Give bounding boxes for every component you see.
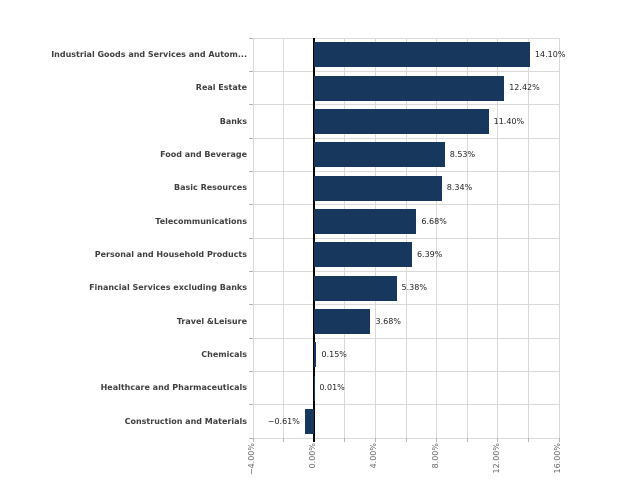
bar <box>314 42 530 68</box>
axis-tick-left <box>249 270 253 272</box>
x-axis-tick-label: 8.00% <box>430 443 440 469</box>
axis-tick-left <box>249 104 253 106</box>
value-label: 14.10% <box>534 50 566 60</box>
value-label: 6.39% <box>416 250 443 260</box>
gridline-horizontal <box>253 304 559 306</box>
axis-tick-bottom <box>497 438 499 442</box>
axis-tick-bottom <box>558 438 560 442</box>
axis-tick-left <box>249 304 253 306</box>
category-label: Construction and Materials <box>124 416 247 426</box>
axis-tick-bottom <box>527 438 529 442</box>
value-label: −0.61% <box>267 416 300 426</box>
axis-tick-bottom <box>405 438 407 442</box>
x-axis-tick-label: −4.00% <box>247 443 256 476</box>
value-label: 6.68% <box>421 216 447 226</box>
x-axis-tick-label: 16.00% <box>553 443 562 474</box>
bar <box>314 175 442 201</box>
bar <box>314 75 505 101</box>
gridline-horizontal <box>253 370 559 372</box>
axis-tick-left <box>249 137 253 139</box>
category-label: Telecommunications <box>155 216 247 226</box>
category-label: Industrial Goods and Services and Autom.… <box>51 50 247 60</box>
axis-tick-bottom <box>466 438 468 442</box>
axis-tick-left <box>249 237 253 239</box>
gridline-horizontal <box>253 104 559 106</box>
gridline-horizontal <box>253 137 559 139</box>
axis-tick-bottom <box>374 438 376 442</box>
gridline-horizontal <box>253 37 559 39</box>
axis-tick-left <box>249 37 253 39</box>
bar <box>314 308 371 334</box>
bar <box>314 108 489 134</box>
gridline-horizontal <box>253 170 559 172</box>
value-label: 5.38% <box>401 283 427 293</box>
category-label: Banks <box>219 116 247 126</box>
category-label: Real Estate <box>195 83 247 93</box>
value-label: 8.34% <box>446 183 473 193</box>
value-label: 8.53% <box>449 150 476 160</box>
value-label: 12.42% <box>509 83 540 93</box>
value-label: 11.40% <box>493 116 525 126</box>
category-label: Financial Services excluding Banks <box>89 283 247 293</box>
bar <box>304 408 315 434</box>
axis-tick-bottom <box>344 438 346 442</box>
bar <box>314 208 417 234</box>
axis-tick-left <box>249 337 253 339</box>
axis-tick-bottom <box>436 438 438 442</box>
axis-tick-bottom <box>283 438 285 442</box>
gridline-horizontal <box>253 237 559 239</box>
category-label: Chemicals <box>201 350 247 360</box>
axis-tick-left <box>249 70 253 72</box>
axis-tick-left <box>249 404 253 406</box>
category-label: Healthcare and Pharmaceuticals <box>100 383 247 393</box>
gridline-horizontal <box>253 404 559 406</box>
bar <box>314 242 412 268</box>
x-axis-tick-label: 0.00% <box>308 443 318 469</box>
bar <box>314 142 445 168</box>
category-label: Travel &Leisure <box>176 316 247 326</box>
gridline-horizontal <box>253 270 559 272</box>
axis-tick-left <box>249 437 253 439</box>
category-label: Food and Beverage <box>160 150 247 160</box>
bar <box>314 275 397 301</box>
axis-tick-left <box>249 370 253 372</box>
x-axis-tick-label: 12.00% <box>491 443 501 474</box>
axis-tick-bottom <box>252 438 254 442</box>
value-label: 0.01% <box>319 383 345 393</box>
category-label: Basic Resources <box>174 183 247 193</box>
gridline-horizontal <box>253 70 559 72</box>
value-label: 3.68% <box>375 316 401 326</box>
gridline-vertical <box>558 38 560 438</box>
zero-baseline <box>313 38 316 442</box>
gridline-horizontal <box>253 337 559 339</box>
bar <box>314 342 317 368</box>
axis-tick-left <box>249 170 253 172</box>
axis-tick-left <box>249 204 253 206</box>
category-label: Personal and Household Products <box>94 250 247 260</box>
gridline-horizontal <box>253 204 559 206</box>
x-axis-tick-label: 4.00% <box>369 443 379 469</box>
value-label: 0.15% <box>321 350 347 360</box>
